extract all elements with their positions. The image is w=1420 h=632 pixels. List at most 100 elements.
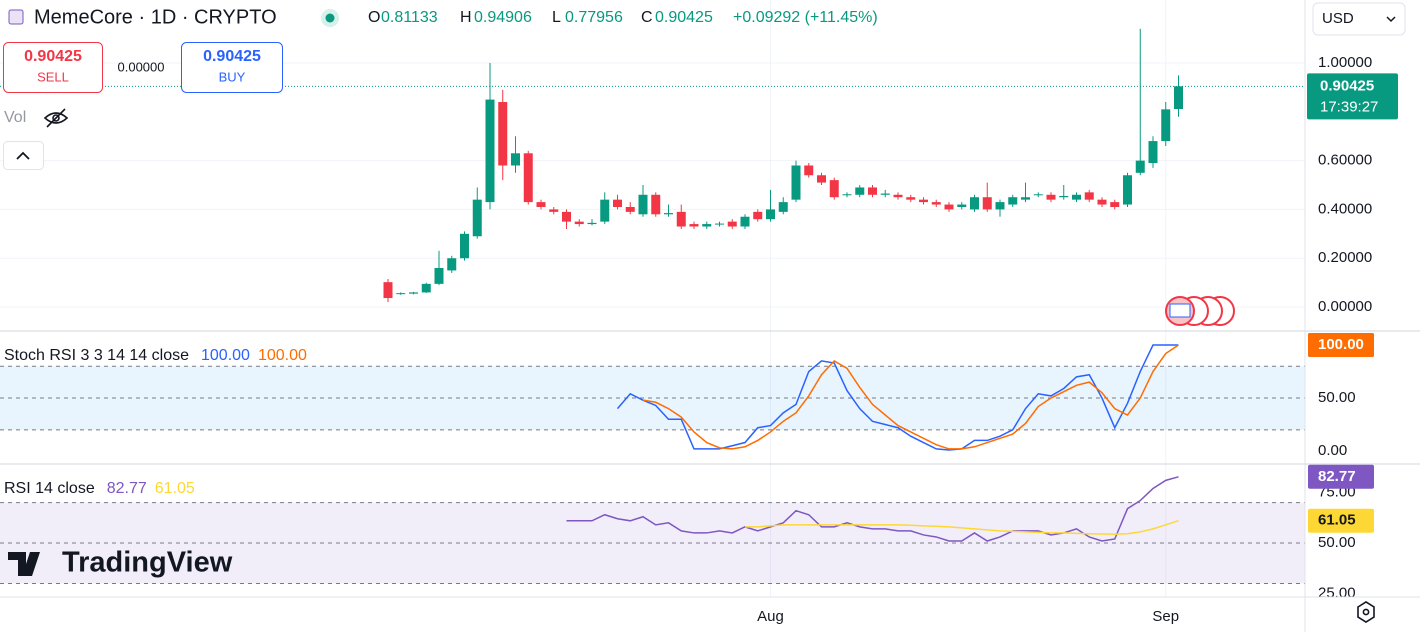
candle-body: [931, 202, 941, 205]
candle-body: [638, 194, 648, 215]
candle-body: [689, 224, 699, 227]
candle-body: [970, 197, 979, 210]
candle-body: [664, 213, 673, 215]
value-badge: [1308, 508, 1374, 533]
indicator-title: Stoch RSI 3 3 14 14 close: [4, 347, 189, 364]
candle-body: [868, 187, 877, 195]
symbol-icon: [8, 9, 24, 25]
indicator-line: [642, 344, 1179, 450]
candle-body: [434, 268, 444, 284]
candle-body: [421, 283, 431, 293]
indicator-line: [566, 476, 1179, 542]
candle-body: [1046, 194, 1056, 200]
value-badge: [1308, 333, 1374, 358]
candle-body: [753, 211, 763, 220]
ohlc-value: 0.94906: [474, 9, 532, 26]
candle-body: [919, 199, 928, 203]
candle-body: [472, 199, 482, 237]
candle-body: [944, 204, 954, 210]
ohlc-key: C: [641, 9, 653, 26]
change: +0.09292 (+11.45%): [733, 9, 878, 26]
sell-button[interactable]: [3, 42, 103, 93]
candle-body: [651, 194, 661, 215]
value-badge-label: 82.77: [1318, 468, 1356, 485]
y-tick-label: 25.00: [1318, 585, 1356, 602]
candle-body: [396, 293, 406, 295]
candle-body: [817, 175, 826, 183]
value-badge-label: 100.00: [1318, 336, 1364, 353]
value-badge: [1308, 464, 1374, 489]
candle-body: [536, 202, 546, 207]
legend-value: 100.00: [201, 347, 250, 364]
candle-body: [957, 204, 967, 207]
y-tick-label: 0.00000: [1318, 298, 1372, 315]
x-tick-label: Sep: [1152, 608, 1179, 625]
last-price-label: 0.90425: [1320, 77, 1374, 94]
candle-body: [574, 221, 584, 225]
candle-body: [523, 153, 533, 203]
candle-body: [1084, 192, 1094, 200]
candle-body: [1161, 109, 1171, 142]
indicator-line: [616, 344, 1179, 451]
candle-body: [511, 153, 520, 166]
ohlc-value: 0.90425: [655, 9, 713, 26]
candle-body: [715, 223, 724, 225]
plot: 0.00000 0.20000 0.40000 0.60000 1.00000 Aug Se…: [0, 0, 1398, 625]
candle-body: [740, 216, 750, 227]
candle-body: [613, 199, 622, 207]
candle-body: [1021, 197, 1030, 200]
candle-body: [1059, 195, 1069, 198]
candle-body: [1123, 175, 1132, 205]
ohlc-value: 0.81133: [381, 9, 438, 26]
candle-body: [727, 221, 737, 227]
y-tick-label: 0.40000: [1318, 200, 1372, 217]
settings-icon[interactable]: [1357, 601, 1375, 623]
candle-body: [498, 102, 508, 166]
last-price-badge: [1307, 73, 1398, 120]
candle-body: [855, 187, 865, 195]
candle-body: [383, 282, 393, 299]
candle-body: [906, 197, 916, 200]
ohlc-key: L: [552, 9, 561, 26]
sell-label: SELL: [37, 69, 69, 84]
y-tick-label: 0.00: [1318, 442, 1347, 459]
ohlc-key: H: [460, 9, 472, 26]
candle-body: [1097, 199, 1107, 205]
candle-body: [447, 258, 457, 271]
candle-body: [562, 211, 571, 222]
legend-value: 61.05: [155, 480, 195, 497]
currency: USD: [1322, 10, 1354, 27]
candle-body: [778, 202, 788, 212]
y-tick-label: 50.00: [1318, 534, 1356, 551]
symbol-title[interactable]: MemeCore · 1D · CRYPTO: [34, 6, 277, 28]
candle-body: [600, 199, 610, 222]
y-tick-label: 50.00: [1318, 389, 1356, 406]
candle-body: [485, 99, 495, 203]
candle-body: [791, 165, 801, 200]
candle-body: [702, 224, 712, 227]
logo-text[interactable]: TradingView: [62, 547, 233, 579]
currency-select[interactable]: [1312, 2, 1406, 36]
collapse-button[interactable]: [3, 141, 44, 170]
candle-body: [587, 222, 597, 225]
candle-body: [982, 197, 992, 210]
candle-body: [842, 194, 852, 196]
buy-button[interactable]: [181, 42, 283, 93]
indicator-title: RSI 14 close: [4, 480, 95, 497]
logo-mark: [8, 552, 40, 576]
y-tick-label: 0.20000: [1318, 249, 1372, 266]
collapse-icon: [16, 151, 30, 160]
ohlc-key: O: [368, 9, 380, 26]
volume-label[interactable]: Vol: [4, 109, 26, 126]
legend-value: 82.77: [107, 480, 147, 497]
candle-body: [676, 211, 686, 227]
event-flags[interactable]: [1165, 296, 1235, 326]
value-badge-label: 61.05: [1318, 512, 1356, 529]
candle-body: [1174, 86, 1183, 110]
chevron: [1386, 16, 1396, 23]
candle-body: [893, 194, 903, 198]
hide-icon[interactable]: [43, 108, 69, 128]
candle-body: [829, 180, 839, 198]
